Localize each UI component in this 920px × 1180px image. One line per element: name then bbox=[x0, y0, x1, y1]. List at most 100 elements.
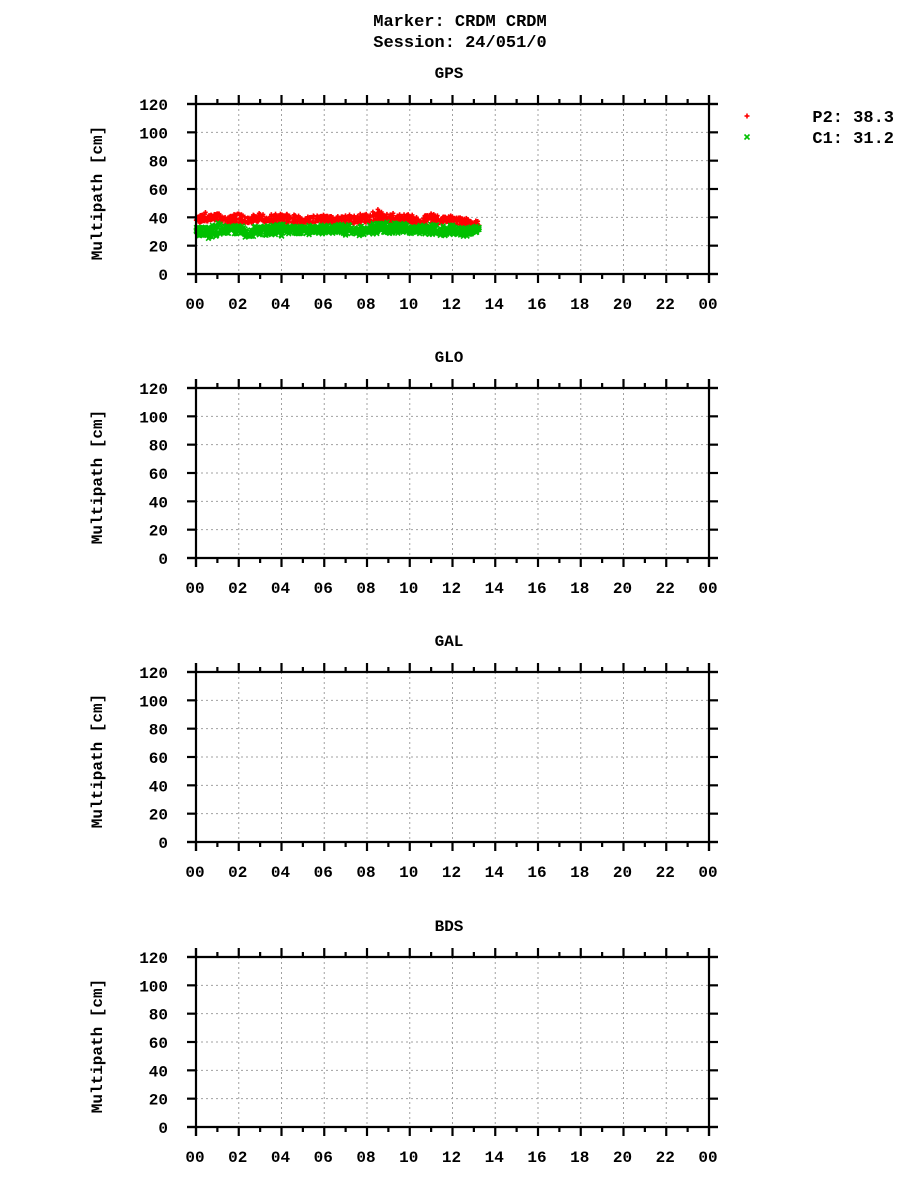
x-tick-label: 16 bbox=[527, 1149, 546, 1167]
x-tick-label: 00 bbox=[185, 580, 204, 598]
panel-title: GLO bbox=[435, 349, 464, 367]
x-tick-label: 08 bbox=[356, 864, 375, 882]
x-tick-label: 08 bbox=[356, 296, 375, 314]
y-tick-label: 80 bbox=[149, 154, 168, 172]
x-tick-label: 20 bbox=[613, 580, 632, 598]
y-axis-label: Multipath [cm] bbox=[89, 410, 107, 544]
panel-title: BDS bbox=[435, 918, 464, 936]
y-axis-label: Multipath [cm] bbox=[89, 694, 107, 828]
x-tick-label: 00 bbox=[698, 1149, 717, 1167]
y-tick-label: 0 bbox=[158, 267, 168, 285]
x-tick-label: 14 bbox=[485, 864, 505, 882]
grid-lines bbox=[196, 957, 709, 1127]
x-tick-label: 00 bbox=[185, 1149, 204, 1167]
figure-title-marker: Marker: CRDM CRDM bbox=[373, 13, 546, 32]
x-tick-label: 20 bbox=[613, 864, 632, 882]
y-tick-label: 120 bbox=[139, 381, 168, 399]
x-tick-label: 22 bbox=[656, 296, 675, 314]
x-tick-label: 02 bbox=[228, 1149, 247, 1167]
x-tick-label: 12 bbox=[442, 296, 461, 314]
x-tick-label: 10 bbox=[399, 1149, 418, 1167]
x-tick-label: 18 bbox=[570, 864, 589, 882]
x-tick-label: 22 bbox=[656, 864, 675, 882]
y-tick-label: 100 bbox=[139, 978, 168, 996]
x-tick-label: 10 bbox=[399, 580, 418, 598]
x-tick-label: 02 bbox=[228, 864, 247, 882]
x-tick-label: 12 bbox=[442, 580, 461, 598]
x-tick-label: 06 bbox=[314, 296, 333, 314]
x-tick-label: 06 bbox=[314, 864, 333, 882]
panel-bds: BDS 0 20 40 60 80 100 120 00 02 04 06 08 10 12 14 16 18 20… bbox=[89, 918, 718, 1167]
x-tick-label: 10 bbox=[399, 864, 418, 882]
x-tick-label: 22 bbox=[656, 1149, 675, 1167]
y-tick-label: 80 bbox=[149, 1007, 168, 1025]
y-axis-label: Multipath [cm] bbox=[89, 979, 107, 1113]
x-tick-label: 00 bbox=[185, 296, 204, 314]
panel-glo: GLO 0 20 40 60 80 100 120 00 02 04 06 08 10 12 14 16 18 20… bbox=[89, 349, 718, 598]
x-tick-label: 06 bbox=[314, 580, 333, 598]
y-tick-label: 40 bbox=[149, 494, 168, 512]
grid-lines bbox=[196, 104, 709, 274]
legend: P2: 38.3 C1: 31.2 bbox=[743, 109, 894, 149]
y-tick-label: 120 bbox=[139, 950, 168, 968]
panel-gps: GPS 0 20 40 60 80 100 120 00 02 04 06 08 10 12 14 16 18 20… bbox=[89, 65, 718, 314]
y-tick-label: 0 bbox=[158, 1120, 168, 1138]
y-tick-label: 80 bbox=[149, 438, 168, 456]
x-tick-label: 22 bbox=[656, 580, 675, 598]
x-tick-label: 20 bbox=[613, 296, 632, 314]
y-tick-label: 60 bbox=[149, 466, 168, 484]
x-tick-label: 08 bbox=[356, 1149, 375, 1167]
y-tick-label: 80 bbox=[149, 722, 168, 740]
x-tick-label: 02 bbox=[228, 580, 247, 598]
y-tick-label: 0 bbox=[158, 551, 168, 569]
x-tick-label: 10 bbox=[399, 296, 418, 314]
y-tick-label: 40 bbox=[149, 778, 168, 796]
x-tick-label: 00 bbox=[698, 864, 717, 882]
plus-marker-icon bbox=[744, 113, 750, 119]
x-tick-label: 00 bbox=[185, 864, 204, 882]
legend-item-p2: P2: 38.3 bbox=[744, 109, 894, 128]
x-tick-label: 06 bbox=[314, 1149, 333, 1167]
x-tick-label: 18 bbox=[570, 1149, 589, 1167]
series-p2 bbox=[193, 207, 482, 231]
y-tick-label: 20 bbox=[149, 807, 168, 825]
y-tick-label: 100 bbox=[139, 693, 168, 711]
y-axis-label: Multipath [cm] bbox=[89, 126, 107, 260]
panel-title: GPS bbox=[435, 65, 464, 83]
legend-label-p2: P2: 38.3 bbox=[812, 109, 894, 128]
x-tick-label: 08 bbox=[356, 580, 375, 598]
x-tick-label: 04 bbox=[271, 1149, 291, 1167]
grid-lines bbox=[196, 388, 709, 558]
x-tick-label: 14 bbox=[485, 296, 505, 314]
y-tick-label: 20 bbox=[149, 1092, 168, 1110]
x-tick-label: 20 bbox=[613, 1149, 632, 1167]
panel-gal: GAL 0 20 40 60 80 100 120 00 02 04 06 08 10 12 14 16 18 20… bbox=[89, 633, 718, 882]
y-tick-label: 60 bbox=[149, 750, 168, 768]
legend-label-c1: C1: 31.2 bbox=[812, 130, 894, 149]
x-tick-label: 18 bbox=[570, 580, 589, 598]
grid-lines bbox=[196, 672, 709, 842]
y-tick-label: 60 bbox=[149, 182, 168, 200]
x-tick-label: 14 bbox=[485, 580, 505, 598]
x-tick-label: 14 bbox=[485, 1149, 505, 1167]
series-c1 bbox=[193, 219, 483, 242]
cross-marker-icon bbox=[743, 133, 751, 141]
panel-title: GAL bbox=[435, 633, 464, 651]
x-tick-label: 04 bbox=[271, 580, 291, 598]
x-tick-label: 02 bbox=[228, 296, 247, 314]
x-tick-label: 00 bbox=[698, 580, 717, 598]
x-tick-label: 18 bbox=[570, 296, 589, 314]
y-tick-label: 20 bbox=[149, 523, 168, 541]
legend-item-c1: C1: 31.2 bbox=[743, 130, 894, 149]
y-tick-label: 120 bbox=[139, 665, 168, 683]
y-tick-label: 60 bbox=[149, 1035, 168, 1053]
x-tick-label: 16 bbox=[527, 296, 546, 314]
x-tick-label: 16 bbox=[527, 864, 546, 882]
y-tick-label: 40 bbox=[149, 1063, 168, 1081]
y-tick-label: 100 bbox=[139, 125, 168, 143]
y-tick-label: 120 bbox=[139, 97, 168, 115]
figure-title-session: Session: 24/051/0 bbox=[373, 34, 546, 53]
x-tick-label: 04 bbox=[271, 864, 291, 882]
x-tick-label: 00 bbox=[698, 296, 717, 314]
